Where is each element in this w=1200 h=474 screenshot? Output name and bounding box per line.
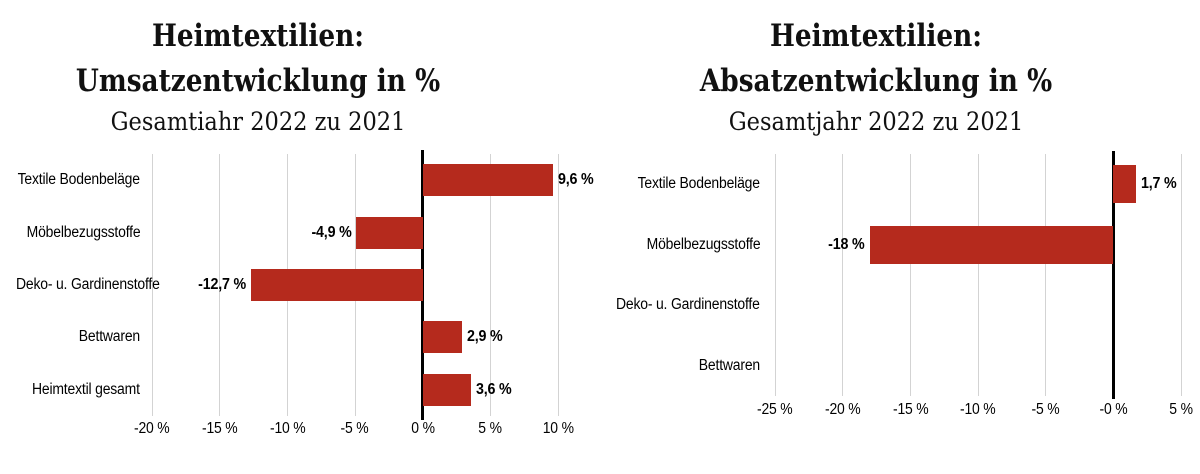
gridline — [774, 154, 776, 396]
umsatz-chart-subtitle: Gesamtiahr 2022 zu 2021 — [110, 107, 406, 136]
gridline — [1045, 154, 1047, 396]
bar — [422, 321, 462, 354]
absatz-chart-subtitle: Gesamtjahr 2022 zu 2021 — [728, 107, 1024, 136]
zero-axis-line — [1112, 151, 1115, 399]
category-label-text: Bettwaren — [698, 356, 760, 374]
gridline — [557, 154, 559, 416]
x-tick-label: -15 % — [870, 401, 950, 419]
gridline — [909, 154, 911, 396]
x-tick-label: -15 % — [180, 420, 260, 438]
category-label-text: Heimtextil gesamt — [32, 380, 140, 398]
x-tick-label-text: -10 % — [960, 401, 996, 418]
x-tick-label: -20 % — [112, 420, 192, 438]
category-label: Textile Bodenbeläge — [0, 170, 140, 190]
x-tick-label-text: -15 % — [201, 420, 238, 437]
x-tick-label-text: -15 % — [892, 401, 929, 418]
category-label: Bettwaren — [0, 327, 140, 347]
value-label: -18 % — [775, 235, 865, 255]
gridline — [489, 154, 491, 416]
x-tick-label-text: 5 % — [478, 420, 503, 437]
x-tick-label-text: 5 % — [1169, 401, 1193, 418]
x-tick-label: 5 % — [450, 420, 530, 438]
gridline — [151, 154, 153, 416]
value-label-text: 9,6 % — [557, 171, 594, 189]
umsatz-chart-title-line2: Umsatzentwicklung in % — [75, 63, 441, 99]
value-label-text: 2,9 % — [466, 328, 503, 346]
value-label-text: -12,7 % — [197, 276, 246, 293]
value-label-text: 3,6 % — [476, 380, 512, 398]
gridline — [219, 154, 221, 416]
category-label-text: Textile Bodenbeläge — [637, 175, 760, 193]
category-label: Heimtextil gesamt — [0, 380, 140, 400]
bar — [422, 164, 553, 197]
value-label: 9,6 % — [558, 170, 648, 190]
absatz-chart-title-block: Heimtextilien: Absatzentwicklung in % Ge… — [618, 14, 1134, 139]
gridline — [842, 154, 844, 396]
category-label: Textile Bodenbeläge — [0, 174, 760, 194]
x-tick-label: -10 % — [938, 401, 1018, 419]
value-label-text: -4,9 % — [311, 223, 352, 241]
value-label: 1,7 % — [1141, 174, 1200, 194]
x-tick-label-text: -0 % — [1099, 401, 1128, 418]
x-tick-label: -0 % — [1073, 401, 1153, 419]
category-label-text: Deko- u. Gardinenstoffe — [15, 276, 160, 293]
x-tick-label-text: -20 % — [824, 401, 861, 418]
category-label: Deko- u. Gardinenstoffe — [0, 275, 160, 295]
x-tick-label-text: -25 % — [757, 401, 793, 418]
x-tick-label-text: 0 % — [410, 420, 435, 437]
category-label-text: Textile Bodenbeläge — [17, 171, 140, 189]
category-label: Möbelbezugsstoffe — [0, 223, 140, 243]
x-tick-label-text: -10 % — [269, 420, 306, 437]
category-label-text: Möbelbezugsstoffe — [646, 235, 760, 253]
x-tick-label: 0 % — [383, 420, 463, 438]
category-label-text: Möbelbezugsstoffe — [26, 223, 140, 241]
x-tick-label: 10 % — [518, 420, 598, 438]
value-label: 2,9 % — [467, 327, 557, 347]
x-tick-label: -5 % — [1006, 401, 1086, 419]
category-label: Bettwaren — [0, 356, 760, 376]
gridline — [1180, 154, 1182, 396]
category-label: Deko- u. Gardinenstoffe — [0, 295, 760, 315]
value-label-text: 1,7 % — [1141, 175, 1177, 193]
category-label: Möbelbezugsstoffe — [0, 235, 760, 255]
value-label-text: -18 % — [828, 235, 865, 253]
x-tick-label-text: -5 % — [1031, 401, 1060, 418]
umsatz-chart-title-line1: Heimtextilien: — [151, 18, 365, 54]
x-tick-label: -20 % — [803, 401, 883, 419]
value-label: 3,6 % — [476, 380, 566, 400]
x-tick-label: -25 % — [735, 401, 815, 419]
x-tick-label-text: -5 % — [341, 420, 369, 437]
x-tick-label: -10 % — [247, 420, 327, 438]
category-label-text: Bettwaren — [78, 328, 140, 346]
absatz-chart-title-line1: Heimtextilien: — [769, 18, 983, 54]
value-label: -12,7 % — [156, 275, 246, 295]
x-tick-label: -5 % — [315, 420, 395, 438]
x-tick-label-text: 10 % — [542, 420, 574, 437]
value-label: -4,9 % — [261, 223, 351, 243]
category-label-text: Deko- u. Gardinenstoffe — [616, 296, 760, 314]
bar — [250, 269, 423, 301]
absatz-chart-title-line2: Absatzentwicklung in % — [699, 63, 1053, 99]
gridline — [977, 154, 979, 396]
umsatz-chart-title-block: Heimtextilien: Umsatzentwicklung in % Ge… — [0, 14, 516, 139]
x-tick-label: 5 % — [1141, 401, 1200, 419]
bar — [869, 225, 1114, 264]
bar — [1113, 165, 1137, 204]
x-tick-label-text: -20 % — [134, 420, 170, 437]
bar — [356, 216, 423, 249]
bar — [422, 373, 472, 406]
